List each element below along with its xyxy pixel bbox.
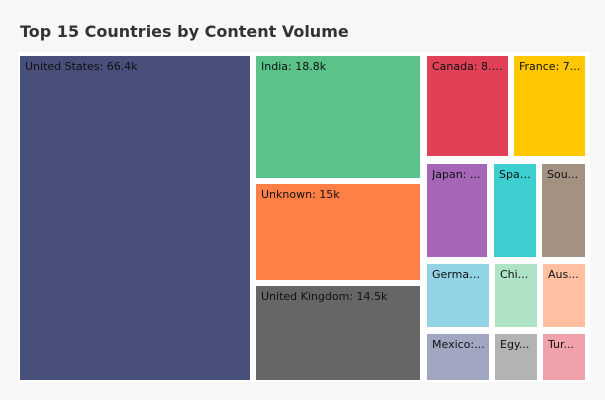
treemap-tile-australia: Aus... bbox=[543, 264, 585, 327]
treemap-tile-united-states: United States: 66.4k bbox=[20, 56, 250, 380]
treemap-tile-label: Chi... bbox=[500, 268, 529, 281]
treemap-tile-china: Chi... bbox=[495, 264, 537, 327]
treemap-tile-label: France: 7... bbox=[519, 60, 581, 73]
treemap-tile-label: United States: 66.4k bbox=[25, 60, 138, 73]
treemap-tile-france: France: 7... bbox=[514, 56, 585, 156]
treemap-tile-label: Mexico:... bbox=[432, 338, 485, 351]
treemap-tile-label: United Kingdom: 14.5k bbox=[261, 290, 388, 303]
treemap-tile-germany: German... bbox=[427, 264, 489, 327]
treemap-tile-turkey: Tur... bbox=[543, 334, 585, 380]
chart-title: Top 15 Countries by Content Volume bbox=[20, 22, 349, 41]
treemap-tile-label: German... bbox=[432, 268, 485, 281]
treemap-tile-united-kingdom: United Kingdom: 14.5k bbox=[256, 286, 420, 380]
treemap-tile-label: Spai... bbox=[499, 168, 532, 181]
treemap-tile-label: Egy... bbox=[500, 338, 530, 351]
treemap-tile-egypt: Egy... bbox=[495, 334, 537, 380]
treemap-tile-label: Unknown: 15k bbox=[261, 188, 340, 201]
treemap-tile-canada: Canada: 8.0... bbox=[427, 56, 508, 156]
treemap-tile-label: Canada: 8.0... bbox=[432, 60, 504, 73]
treemap-tile-label: India: 18.8k bbox=[261, 60, 327, 73]
treemap-tile-label: Aus... bbox=[548, 268, 579, 281]
treemap-tile-south-korea: Sou... bbox=[542, 164, 585, 257]
treemap-tile-unknown: Unknown: 15k bbox=[256, 184, 420, 280]
treemap-tile-mexico: Mexico:... bbox=[427, 334, 489, 380]
treemap-tile-india: India: 18.8k bbox=[256, 56, 420, 178]
treemap-tile-spain: Spai... bbox=[494, 164, 536, 257]
treemap-tile-label: Sou... bbox=[547, 168, 579, 181]
treemap-tile-label: Japan: ... bbox=[432, 168, 481, 181]
treemap-tile-label: Tur... bbox=[548, 338, 575, 351]
treemap-tile-japan: Japan: ... bbox=[427, 164, 487, 257]
treemap-plot: United States: 66.4k India: 18.8k Unknown:… bbox=[18, 52, 590, 382]
